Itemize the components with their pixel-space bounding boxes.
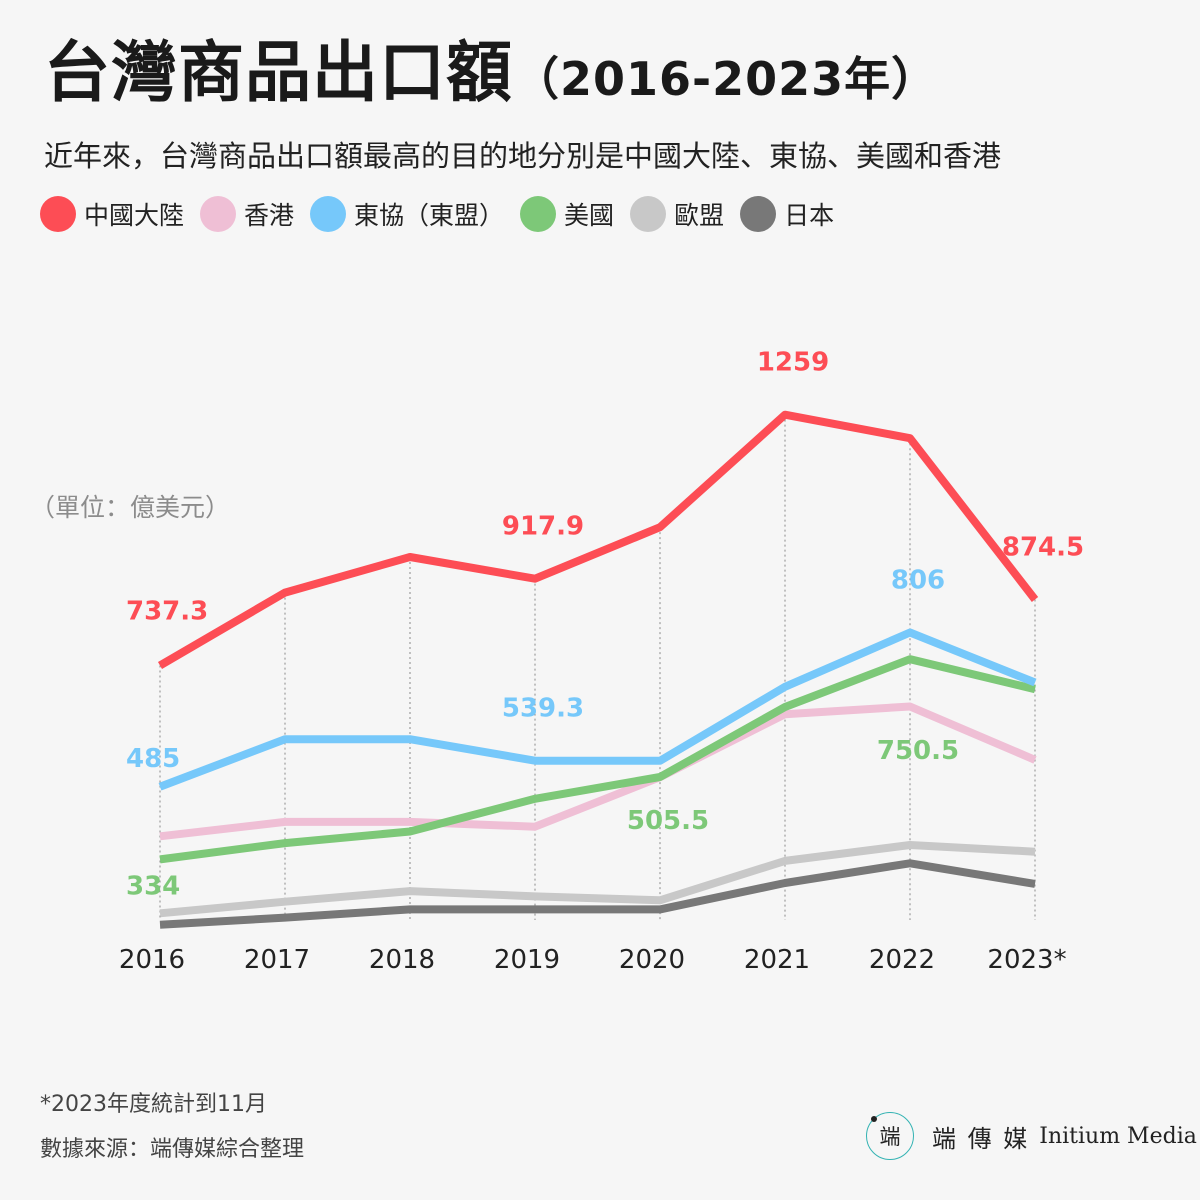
data-label: 874.5 [1002, 533, 1084, 563]
source-note: 數據來源：端傳媒綜合整理 [40, 1137, 305, 1162]
x-tick-label: 2020 [619, 945, 685, 975]
data-label: 750.5 [877, 736, 959, 766]
legend-label-china: 中國大陸 [84, 201, 185, 230]
x-tick-label: 2018 [369, 945, 435, 975]
legend-item-china: 中國大陸 [40, 196, 184, 232]
data-label: 1259 [757, 348, 829, 378]
data-label: 917.9 [502, 512, 584, 542]
data-label: 334 [126, 871, 180, 901]
footnote: *2023年度統計到11月 [40, 1092, 267, 1117]
legend: 中國大陸 香港 東協（東盟） 美國 歐盟 日本 [40, 196, 850, 232]
x-tick-label: 2023* [987, 945, 1066, 975]
legend-item-japan: 日本 [740, 196, 834, 232]
brand-logo: 端 端 傳 媒 Initium Media [866, 1112, 1197, 1160]
x-tick-label: 2016 [119, 945, 185, 975]
brand-name-zh: 端 傳 媒 [932, 1124, 1030, 1153]
series-line [158, 628, 1037, 791]
legend-item-asean: 東協（東盟） [310, 196, 504, 232]
data-label: 806 [891, 565, 945, 595]
legend-item-usa: 美國 [520, 196, 614, 232]
chart-title: 台灣商品出口額（2016-2023年） [44, 28, 938, 124]
initium-logo-icon: 端 [866, 1112, 914, 1160]
chart-series-lines [157, 410, 1039, 929]
brand-name-en: Initium Media [1039, 1123, 1197, 1149]
legend-swatch-china [40, 196, 76, 232]
legend-label-usa: 美國 [564, 201, 615, 230]
series-line [159, 655, 1036, 864]
legend-swatch-asean [310, 196, 347, 232]
legend-label-japan: 日本 [784, 201, 835, 230]
series-line [159, 702, 1037, 841]
data-label: 539.3 [502, 694, 584, 724]
legend-swatch-eu [630, 196, 667, 232]
chart-data-labels: 737.3 917.9 1259 874.5 485 539.3 806 334 505.5 75… [126, 348, 1084, 902]
logo-dot [871, 1116, 877, 1122]
x-tick-label: 2019 [494, 945, 560, 975]
logo-glyph: 端 [879, 1125, 901, 1149]
legend-label-hongkong: 香港 [244, 201, 295, 230]
series-line [159, 841, 1036, 918]
data-label: 737.3 [126, 597, 208, 627]
unit-label: （單位：億美元） [30, 493, 231, 522]
series-line [159, 859, 1036, 929]
legend-label-asean: 東協（東盟） [354, 201, 505, 230]
legend-swatch-hongkong [200, 196, 237, 232]
chart-title-main: 台灣商品出口額 [44, 34, 513, 111]
x-axis-tick-labels: 2016 2017 2018 2019 2020 2021 2022 2023* [119, 945, 1067, 975]
legend-swatch-japan [740, 196, 777, 232]
data-label: 505.5 [627, 806, 709, 836]
chart-subtitle: 近年來，台灣商品出口額最高的目的地分別是中國大陸、東協、美國和香港 [44, 139, 1002, 173]
data-label: 485 [126, 744, 180, 774]
legend-label-eu: 歐盟 [674, 201, 725, 230]
chart-title-years: （2016-2023年） [513, 52, 939, 106]
line-chart: 737.3 917.9 1259 874.5 485 539.3 806 334 505.5 75… [119, 348, 1084, 975]
x-tick-label: 2017 [244, 945, 310, 975]
x-tick-label: 2022 [869, 945, 935, 975]
legend-swatch-usa [520, 196, 557, 232]
series-line [157, 410, 1039, 669]
legend-item-eu: 歐盟 [630, 196, 724, 232]
legend-item-hongkong: 香港 [200, 196, 294, 232]
x-tick-label: 2021 [744, 945, 810, 975]
